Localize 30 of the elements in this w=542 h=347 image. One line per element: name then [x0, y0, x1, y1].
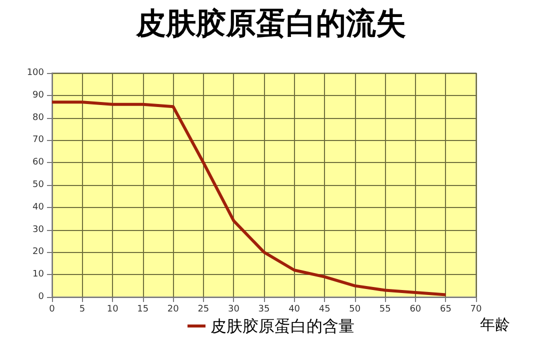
chart-title: 皮肤胶原蛋白的流失: [135, 6, 406, 42]
line-series: [50, 100, 448, 296]
y-tick-label: 40: [32, 202, 44, 212]
x-tick-label: 40: [288, 304, 300, 314]
legend-label: 皮肤胶原蛋白的含量: [210, 316, 354, 336]
x-tick-label: 10: [106, 304, 119, 314]
y-tick-label: 100: [26, 68, 44, 78]
x-tick-label: 25: [198, 304, 210, 314]
y-tick-label: 60: [32, 158, 44, 168]
x-tick-label: 15: [137, 304, 149, 314]
x-tick-label: 70: [470, 304, 482, 314]
x-tick-label: 35: [258, 304, 270, 314]
x-tick-label: 60: [410, 304, 422, 314]
x-tick-label: 55: [379, 304, 391, 314]
y-tick-label: 50: [32, 180, 44, 190]
y-tick-label: 10: [32, 270, 44, 280]
x-tick-label: 30: [228, 304, 240, 314]
x-axis-title: 年龄: [480, 316, 510, 334]
y-tick-label: 70: [32, 135, 44, 146]
y-tick-label: 20: [32, 247, 44, 258]
x-tick-label: 45: [318, 304, 330, 314]
y-tick-label: 80: [32, 112, 44, 123]
x-tick-label: 0: [49, 304, 56, 314]
y-tick-label: 90: [32, 90, 44, 100]
x-tick-label: 20: [167, 304, 180, 314]
x-tick-label: 65: [440, 304, 452, 314]
y-tick-label: 30: [32, 224, 44, 235]
x-tick-label: 5: [79, 304, 86, 314]
x-tick-label: 50: [349, 304, 361, 314]
y-tick-label: 0: [38, 292, 44, 302]
